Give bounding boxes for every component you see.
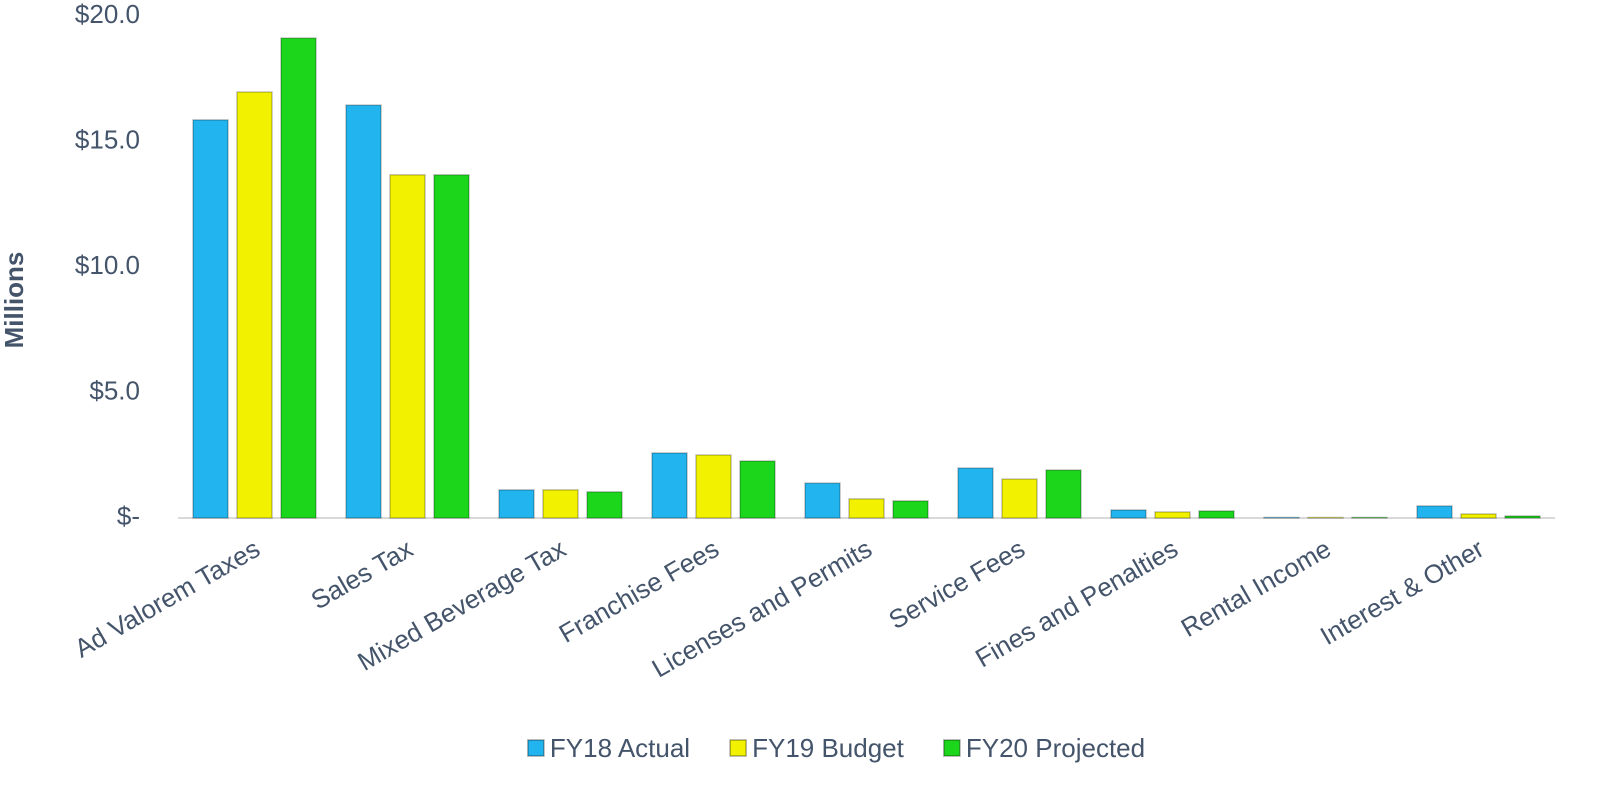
legend-swatch — [729, 739, 747, 757]
bar — [1198, 510, 1235, 519]
legend-label: FY18 Actual — [550, 733, 690, 763]
bar — [695, 454, 732, 519]
bar — [1001, 478, 1038, 519]
legend-label: FY19 Budget — [752, 733, 905, 763]
y-tick-label: $5.0 — [89, 375, 140, 405]
bar — [1154, 511, 1191, 519]
x-tick-label: Interest & Other — [1315, 533, 1489, 651]
bar — [739, 460, 776, 519]
bar — [236, 91, 273, 519]
bar — [848, 498, 885, 519]
bar — [1504, 515, 1541, 519]
bar — [542, 489, 579, 519]
bar — [1351, 516, 1388, 519]
bar — [498, 489, 535, 519]
bar — [957, 467, 994, 519]
legend-swatch — [943, 739, 961, 757]
bar — [1110, 509, 1147, 519]
bar — [892, 500, 929, 519]
x-tick-label: Sales Tax — [306, 533, 418, 615]
bar — [192, 119, 229, 519]
bar — [651, 452, 688, 519]
y-tick-label: $- — [117, 501, 140, 531]
y-tick-label: $15.0 — [75, 124, 140, 154]
y-axis-title: Millions — [0, 252, 29, 349]
bar — [804, 482, 841, 519]
x-tick-label: Service Fees — [884, 533, 1030, 635]
legend-swatch — [527, 739, 545, 757]
y-tick-label: $10.0 — [75, 250, 140, 280]
bar — [1460, 513, 1497, 519]
y-tick-label: $20.0 — [75, 0, 140, 29]
bar — [586, 491, 623, 519]
bar — [1416, 505, 1453, 519]
bar — [433, 174, 470, 519]
bar — [345, 104, 382, 519]
bar — [1307, 516, 1344, 519]
bar — [280, 37, 317, 519]
x-tick-label: Ad Valorem Taxes — [69, 533, 265, 663]
bar — [1045, 469, 1082, 519]
x-tick-label: Rental Income — [1176, 533, 1336, 643]
bar — [1263, 516, 1300, 519]
bar — [389, 174, 426, 519]
legend-label: FY20 Projected — [966, 733, 1145, 763]
